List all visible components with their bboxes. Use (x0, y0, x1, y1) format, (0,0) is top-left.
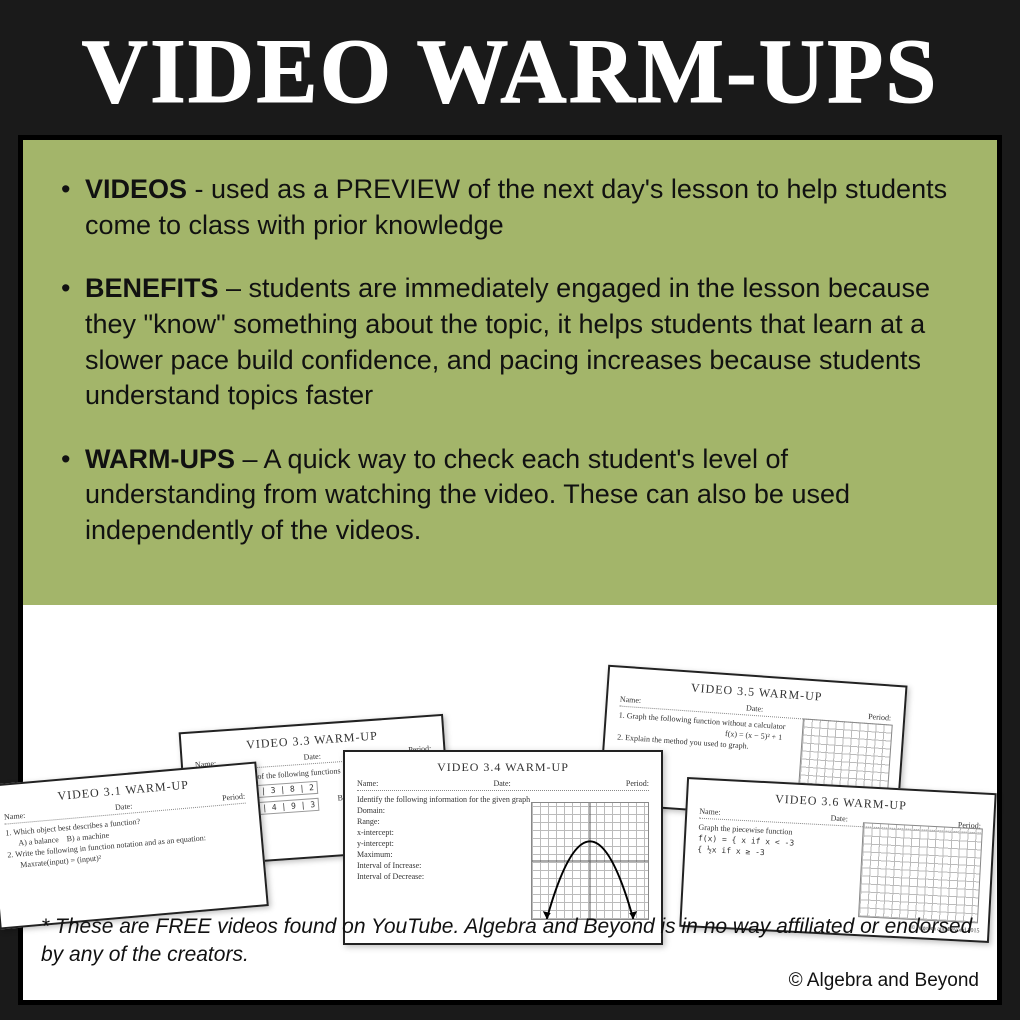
field-date: Date: (746, 703, 764, 713)
bullet-videos: VIDEOS - used as a PREVIEW of the next d… (61, 172, 959, 243)
field-date: Date: (303, 752, 321, 762)
card-3-1: VIDEO 3.1 WARM-UP Name:Date:Period: 1. W… (0, 762, 269, 930)
field-date: Date: (830, 814, 848, 824)
field-period: Period: (222, 792, 246, 803)
field-name: Name: (4, 811, 26, 822)
field-period: Period: (626, 779, 649, 788)
graph-grid-icon (531, 802, 649, 920)
graph-grid-icon (858, 822, 983, 923)
content-panel: VIDEOS - used as a PREVIEW of the next d… (18, 135, 1002, 1005)
copyright-text: © Algebra and Beyond (41, 970, 979, 992)
card-title: VIDEO 3.4 WARM-UP (357, 760, 649, 775)
page-title: VIDEO WARM-UPS (0, 0, 1020, 134)
bullet-warmups: WARM-UPS – A quick way to check each stu… (61, 442, 959, 549)
field-name: Name: (620, 695, 642, 705)
field-name: Name: (699, 807, 721, 817)
bullet-label: BENEFITS (85, 273, 219, 303)
bullet-benefits: BENEFITS – students are immediately enga… (61, 271, 959, 414)
field-name: Name: (357, 779, 378, 788)
field-date: Date: (493, 779, 510, 788)
field-period: Period: (868, 712, 892, 723)
bullet-label: WARM-UPS (85, 444, 235, 474)
disclaimer-text: * These are FREE videos found on YouTube… (41, 913, 979, 968)
bullet-text: - used as a PREVIEW of the next day's le… (85, 174, 947, 240)
field-date: Date: (115, 801, 133, 811)
bullet-label: VIDEOS (85, 174, 187, 204)
footer: * These are FREE videos found on YouTube… (41, 913, 979, 992)
bullet-section: VIDEOS - used as a PREVIEW of the next d… (23, 140, 997, 605)
